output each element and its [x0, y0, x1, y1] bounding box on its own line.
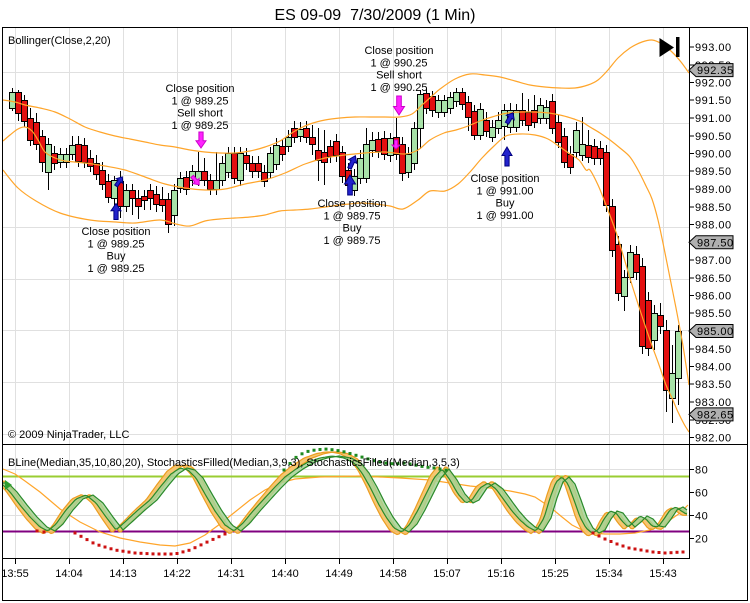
svg-text:1 @ 989.75: 1 @ 989.75: [323, 210, 380, 222]
svg-text:Close position: Close position: [470, 173, 539, 185]
svg-text:14:40: 14:40: [271, 568, 299, 580]
svg-text:985.00: 985.00: [697, 326, 734, 338]
svg-text:Buy: Buy: [496, 198, 515, 210]
svg-text:1 @ 989.25: 1 @ 989.25: [171, 120, 228, 132]
svg-text:988.00: 988.00: [695, 220, 732, 232]
svg-text:993.00: 993.00: [695, 42, 732, 54]
svg-text:Bollinger(Close,2,20): Bollinger(Close,2,20): [8, 35, 111, 47]
svg-text:© 2009 NinjaTrader, LLC: © 2009 NinjaTrader, LLC: [8, 429, 129, 441]
svg-text:1 @ 991.00: 1 @ 991.00: [476, 185, 533, 197]
svg-text:1 @ 989.75: 1 @ 989.75: [323, 235, 380, 247]
svg-text:1 @ 989.25: 1 @ 989.25: [87, 263, 144, 275]
svg-text:BLine(Median,35,10,80,20), Sto: BLine(Median,35,10,80,20), StochasticsFi…: [8, 457, 460, 469]
svg-text:15:07: 15:07: [433, 568, 461, 580]
svg-text:14:13: 14:13: [109, 568, 137, 580]
svg-text:ES 09-09 7/30/2009 (1 Min): ES 09-09 7/30/2009 (1 Min): [274, 7, 475, 24]
svg-text:983.00: 983.00: [695, 397, 732, 409]
svg-text:40: 40: [695, 511, 708, 523]
svg-text:988.50: 988.50: [695, 202, 732, 214]
svg-text:15:25: 15:25: [541, 568, 569, 580]
svg-text:984.50: 984.50: [695, 344, 732, 356]
svg-text:984.00: 984.00: [695, 362, 732, 374]
svg-text:Sell short: Sell short: [177, 108, 223, 120]
svg-text:13:55: 13:55: [1, 568, 29, 580]
svg-text:80: 80: [695, 465, 708, 477]
svg-text:14:04: 14:04: [55, 568, 83, 580]
svg-text:15:43: 15:43: [649, 568, 677, 580]
svg-text:991.50: 991.50: [695, 95, 732, 107]
svg-text:Buy: Buy: [343, 223, 362, 235]
svg-text:Close position: Close position: [165, 83, 234, 95]
svg-text:982.65: 982.65: [697, 409, 734, 421]
svg-text:985.50: 985.50: [695, 308, 732, 320]
svg-text:1 @ 990.25: 1 @ 990.25: [370, 82, 427, 94]
svg-text:986.00: 986.00: [695, 291, 732, 303]
svg-text:990.00: 990.00: [695, 149, 732, 161]
svg-text:982.00: 982.00: [695, 433, 732, 445]
svg-text:1 @ 989.25: 1 @ 989.25: [87, 238, 144, 250]
svg-text:1 @ 989.25: 1 @ 989.25: [171, 95, 228, 107]
svg-text:990.50: 990.50: [695, 131, 732, 143]
svg-text:Close position: Close position: [317, 198, 386, 210]
svg-text:992.35: 992.35: [697, 65, 734, 77]
svg-text:1 @ 991.00: 1 @ 991.00: [476, 210, 533, 222]
svg-text:15:34: 15:34: [595, 568, 623, 580]
svg-text:60: 60: [695, 488, 708, 500]
svg-text:Sell short: Sell short: [376, 70, 422, 82]
svg-text:983.50: 983.50: [695, 379, 732, 391]
svg-text:14:58: 14:58: [379, 568, 407, 580]
svg-text:Close position: Close position: [364, 45, 433, 57]
svg-text:20: 20: [695, 534, 708, 546]
svg-text:986.50: 986.50: [695, 273, 732, 285]
svg-text:14:31: 14:31: [217, 568, 245, 580]
svg-text:14:22: 14:22: [163, 568, 191, 580]
svg-text:15:16: 15:16: [487, 568, 515, 580]
svg-text:987.50: 987.50: [697, 237, 734, 249]
svg-text:987.00: 987.00: [695, 255, 732, 267]
svg-text:1 @ 990.25: 1 @ 990.25: [370, 57, 427, 69]
svg-text:Close position: Close position: [81, 226, 150, 238]
svg-text:Buy: Buy: [107, 251, 126, 263]
svg-text:989.00: 989.00: [695, 184, 732, 196]
svg-text:14:49: 14:49: [325, 568, 353, 580]
svg-text:991.00: 991.00: [695, 113, 732, 125]
svg-text:992.00: 992.00: [695, 78, 732, 90]
svg-text:989.50: 989.50: [695, 166, 732, 178]
